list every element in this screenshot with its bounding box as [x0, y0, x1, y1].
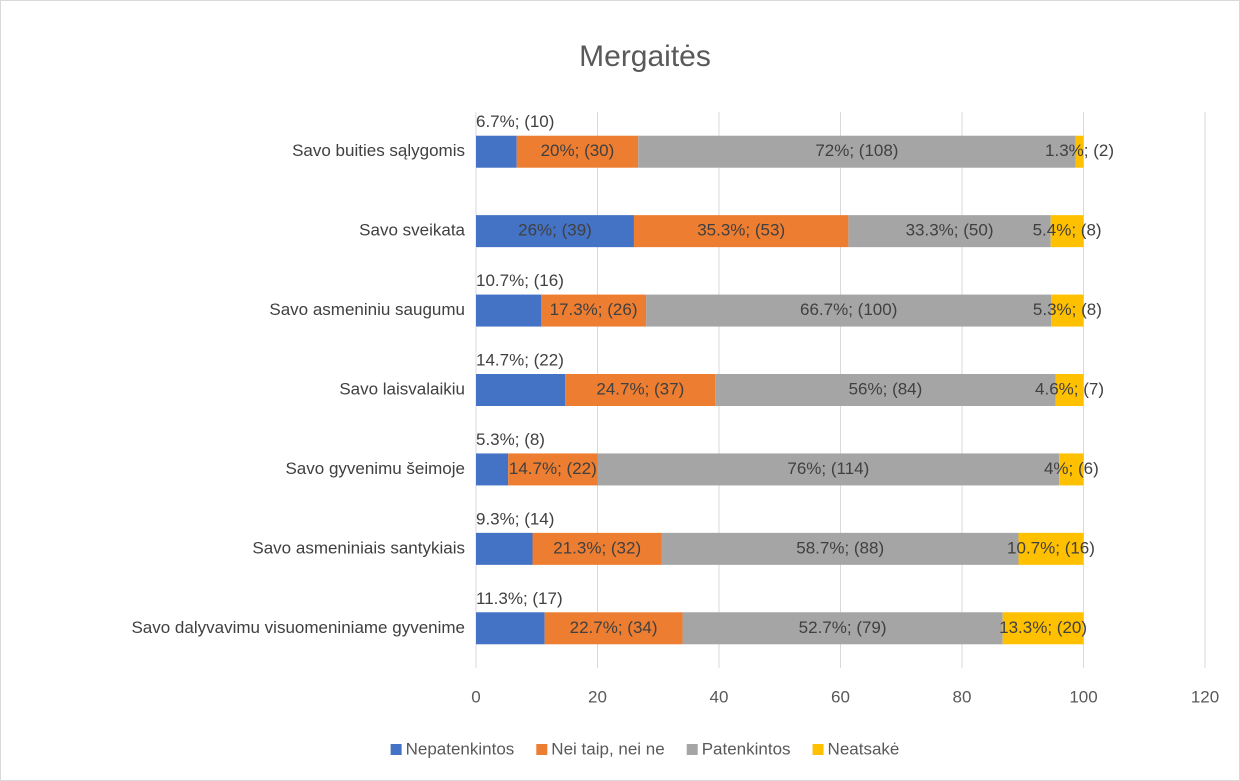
data-label: 72%; (108): [815, 141, 898, 160]
bar-segment: [1051, 294, 1084, 327]
data-label: 66.7%; (100): [800, 300, 897, 319]
data-label: 26%; (39): [518, 221, 592, 240]
data-label: 10.7%; (16): [476, 271, 564, 290]
legend-label: Neatsakė: [828, 739, 900, 758]
data-label: 52.7%; (79): [799, 618, 887, 637]
y-tick-label: Savo dalyvavimu visuomeniniame gyvenime: [131, 618, 465, 637]
data-label: 5.4%; (8): [1033, 221, 1102, 240]
chart-title: Mergaitės: [579, 40, 711, 73]
data-label: 58.7%; (88): [796, 538, 884, 557]
bar-segment: [638, 135, 1076, 168]
data-label: 5.3%; (8): [1033, 300, 1102, 319]
legend-label: Patenkintos: [702, 739, 791, 758]
legend-label: Nepatenkintos: [406, 739, 515, 758]
bar-segment: [476, 532, 533, 565]
data-label: 5.3%; (8): [476, 430, 545, 449]
bar-segment: [508, 453, 598, 486]
bar-segment: [541, 294, 647, 327]
bar-segment: [1059, 453, 1084, 486]
x-tick-label: 80: [953, 687, 972, 706]
data-label: 22.7%; (34): [570, 618, 658, 637]
bar-segment: [1075, 135, 1084, 168]
bar-segment: [476, 374, 566, 406]
bar-segment: [532, 532, 662, 565]
data-label: 13.3%; (20): [999, 618, 1087, 637]
legend-label: Nei taip, nei ne: [551, 739, 664, 758]
legend-swatch: [812, 744, 824, 755]
bar-segment: [476, 215, 634, 248]
data-label: 10.7%; (16): [1007, 538, 1095, 557]
bar-segment: [633, 215, 849, 248]
data-label: 11.3%; (17): [476, 589, 563, 608]
bar-segment: [682, 612, 1003, 645]
x-tick-label: 20: [588, 687, 607, 706]
bar-segment: [646, 294, 1052, 327]
legend-swatch: [536, 744, 548, 755]
x-tick-label: 120: [1191, 687, 1219, 706]
y-tick-label: Savo asmeniniais santykiais: [252, 538, 465, 557]
data-label: 1.3%; (2): [1045, 141, 1114, 160]
data-label: 56%; (84): [849, 379, 923, 398]
data-label: 4.6%; (7): [1035, 379, 1104, 398]
y-tick-label: Savo laisvalaikiu: [339, 379, 465, 398]
data-label: 33.3%; (50): [906, 221, 994, 240]
bar-segment: [1055, 374, 1084, 406]
data-label: 9.3%; (14): [476, 509, 554, 528]
x-tick-label: 60: [831, 687, 850, 706]
bar-segment: [661, 532, 1019, 565]
y-tick-label: Savo sveikata: [359, 221, 465, 240]
bar-segment: [516, 135, 639, 168]
bar-segment: [597, 453, 1060, 486]
bar-segment: [544, 612, 683, 645]
y-tick-label: Savo asmeniniu saugumu: [269, 300, 465, 319]
legend-swatch: [686, 744, 698, 755]
data-label: 20%; (30): [541, 141, 615, 160]
x-tick-label: 0: [471, 687, 480, 706]
legend-swatch: [390, 744, 402, 755]
bar-segment: [476, 453, 509, 486]
data-label: 24.7%; (37): [596, 379, 684, 398]
bar-segment: [715, 374, 1056, 406]
x-tick-label: 40: [710, 687, 729, 706]
bar-segment: [848, 215, 1051, 248]
bar-segment: [476, 294, 542, 327]
bar-segment: [476, 135, 517, 168]
bar-segment: [565, 374, 716, 406]
y-tick-label: Savo gyvenimu šeimoje: [285, 459, 465, 478]
bar-segment: [476, 612, 545, 645]
data-label: 14.7%; (22): [476, 350, 564, 369]
bar-segment: [1050, 215, 1084, 248]
data-label: 6.7%; (10): [476, 112, 554, 131]
data-label: 76%; (114): [787, 459, 869, 478]
bar-segment: [1002, 612, 1084, 645]
x-tick-label: 100: [1069, 687, 1097, 706]
y-tick-label: Savo buities sąlygomis: [292, 141, 465, 160]
data-label: 17.3%; (26): [550, 300, 638, 319]
data-label: 35.3%; (53): [697, 221, 785, 240]
data-label: 21.3%; (32): [553, 538, 641, 557]
bar-segment: [1018, 532, 1084, 565]
data-label: 14.7%; (22): [509, 459, 597, 478]
data-label: 4%; (6): [1044, 459, 1099, 478]
